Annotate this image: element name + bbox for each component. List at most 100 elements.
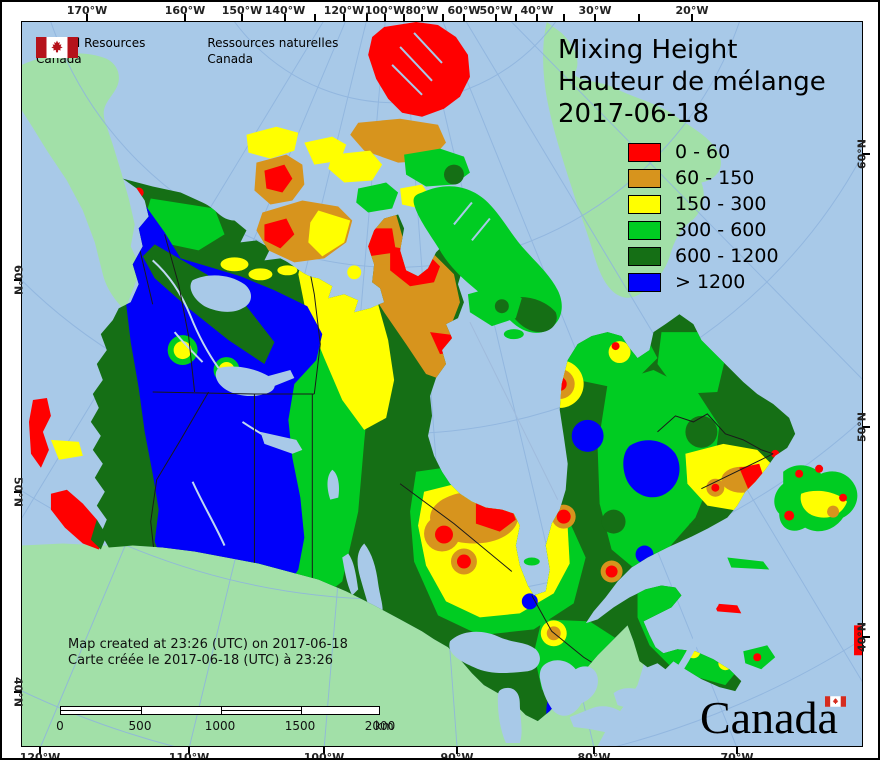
axis-tick [14, 491, 21, 493]
axis-tick [14, 691, 21, 693]
axis-tick [442, 14, 444, 21]
axis-tick [384, 14, 386, 21]
wordmark-flag-icon [825, 696, 846, 707]
nrcan-signature: Natural Resources Canada Ressources natu… [36, 35, 338, 67]
axis-label: 50°N [855, 411, 869, 443]
canada-flag-icon [36, 37, 78, 58]
axis-label: 150°W [221, 4, 263, 17]
title-french: Hauteur de mélange [558, 67, 826, 97]
axis-tick [343, 14, 345, 21]
legend-label: 150 - 300 [675, 193, 767, 215]
axis-label: 20°W [675, 4, 709, 17]
signature-fr-line1: Ressources naturelles [207, 36, 339, 50]
scale-bar-label: 2000 [364, 719, 396, 733]
legend-item: 600 - 1200 [628, 243, 779, 269]
axis-tick [638, 14, 640, 21]
title-english: Mixing Height [558, 35, 738, 65]
axis-tick [463, 14, 465, 21]
axis-tick [241, 14, 243, 21]
scale-bar-label: 1000 [204, 719, 236, 733]
axis-tick [323, 747, 325, 754]
axis-tick [184, 14, 186, 21]
scale-bar: 0 500 1000 1500 2000 km [41, 706, 401, 736]
scale-bar-label: 1500 [284, 719, 316, 733]
axis-tick [403, 14, 405, 21]
axis-tick [284, 14, 286, 21]
axis-tick [14, 279, 21, 281]
legend-swatch [628, 168, 661, 188]
axis-label: 40°N [855, 621, 869, 653]
axis-label: 80°W [577, 751, 611, 760]
axis-tick [515, 14, 517, 21]
axis-label: 120°W [19, 751, 61, 760]
title-date: 2017-06-18 [558, 99, 710, 129]
axis-tick [863, 426, 870, 428]
axis-label: 40°W [520, 4, 554, 17]
axis-tick [39, 747, 41, 754]
legend-item: > 1200 [628, 269, 779, 295]
legend: 0 - 60 60 - 150 150 - 300 300 - 600 600 - 12… [628, 139, 779, 295]
legend-label: > 1200 [675, 271, 746, 293]
scale-bar-label: 500 [128, 719, 152, 733]
legend-label: 60 - 150 [675, 167, 755, 189]
map-title: Mixing Height Hauteur de mélange 2017-06… [558, 34, 826, 130]
wordmark-text: Canada [700, 692, 838, 743]
legend-item: 60 - 150 [628, 165, 779, 191]
scale-bar-segment [141, 707, 221, 714]
axis-tick [594, 14, 596, 21]
axis-tick [563, 14, 565, 21]
arctic-islands [28, 22, 862, 670]
legend-item: 0 - 60 [628, 139, 779, 165]
axis-tick [863, 636, 870, 638]
axis-tick [736, 747, 738, 754]
created-french: Carte créée le 2017-06-18 (UTC) à 23:26 [68, 653, 333, 668]
axis-label: 140°W [264, 4, 306, 17]
legend-label: 300 - 600 [675, 219, 767, 241]
axis-label: 50°W [479, 4, 513, 17]
axis-label: 110°W [168, 751, 210, 760]
axis-tick [366, 14, 368, 21]
axis-label: 30°W [578, 4, 612, 17]
legend-swatch [628, 194, 661, 214]
axis-tick [495, 14, 497, 21]
axis-label: 120°W [323, 4, 365, 17]
axis-label: 50°N [11, 476, 25, 508]
scale-bar-segment [61, 707, 141, 714]
scale-bar-label: 0 [56, 719, 64, 733]
legend-item: 150 - 300 [628, 191, 779, 217]
axis-tick [421, 14, 423, 21]
alaska [22, 53, 141, 311]
great-lakes [449, 599, 719, 744]
axis-label: 70°W [720, 751, 754, 760]
signature-french: Ressources naturelles Canada [207, 35, 338, 67]
legend-label: 0 - 60 [675, 141, 731, 163]
signature-fr-line2: Canada [207, 52, 254, 66]
axis-tick [536, 14, 538, 21]
canada-map [22, 22, 862, 746]
axis-tick [86, 14, 88, 21]
created-english: Map created at 23:26 (UTC) on 2017-06-18 [68, 637, 348, 652]
axis-tick [863, 153, 870, 155]
axis-label: 60°W [447, 4, 481, 17]
axis-tick [691, 14, 693, 21]
axis-label: 40°N [11, 676, 25, 708]
axis-label: 60°N [855, 138, 869, 170]
scale-bar-unit: km [375, 719, 394, 733]
map-frame: Natural Resources Canada Ressources natu… [21, 21, 863, 747]
scale-bar-segment [301, 707, 381, 714]
axis-label: 170°W [66, 4, 108, 17]
scale-bar-bar [60, 706, 380, 715]
legend-swatch [628, 220, 661, 240]
legend-swatch [628, 272, 661, 292]
legend-item: 300 - 600 [628, 217, 779, 243]
axis-label: 90°W [440, 751, 474, 760]
axis-tick [314, 14, 316, 21]
scale-bar-segment [221, 707, 301, 714]
axis-tick [593, 747, 595, 754]
legend-swatch [628, 246, 661, 266]
axis-label: 100°W [303, 751, 345, 760]
map-created-note: Map created at 23:26 (UTC) on 2017-06-18… [68, 637, 348, 669]
axis-label: 160°W [164, 4, 206, 17]
canada-wordmark: Canada [700, 690, 862, 745]
